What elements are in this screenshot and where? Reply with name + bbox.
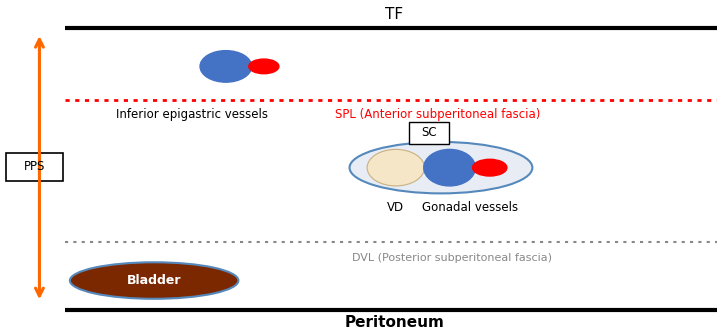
Text: VD: VD (387, 201, 404, 214)
Text: Gonadal vessels: Gonadal vessels (422, 201, 518, 214)
Text: SC: SC (421, 126, 437, 139)
Text: Bladder: Bladder (127, 274, 181, 287)
Text: Inferior epigastric vessels: Inferior epigastric vessels (116, 108, 268, 121)
Ellipse shape (473, 159, 507, 176)
Bar (409, 122, 449, 143)
Ellipse shape (424, 149, 475, 186)
Text: Peritoneum: Peritoneum (344, 315, 445, 330)
Ellipse shape (367, 149, 424, 186)
Ellipse shape (200, 50, 252, 82)
Text: DVL (Posterior subperitoneal fascia): DVL (Posterior subperitoneal fascia) (352, 253, 551, 263)
Bar (6, 153, 63, 181)
Text: TF: TF (385, 7, 404, 23)
Ellipse shape (349, 142, 532, 193)
Text: SPL (Anterior subperitoneal fascia): SPL (Anterior subperitoneal fascia) (335, 108, 540, 121)
Text: PPS: PPS (24, 160, 45, 173)
Ellipse shape (249, 59, 279, 74)
Ellipse shape (70, 262, 238, 299)
